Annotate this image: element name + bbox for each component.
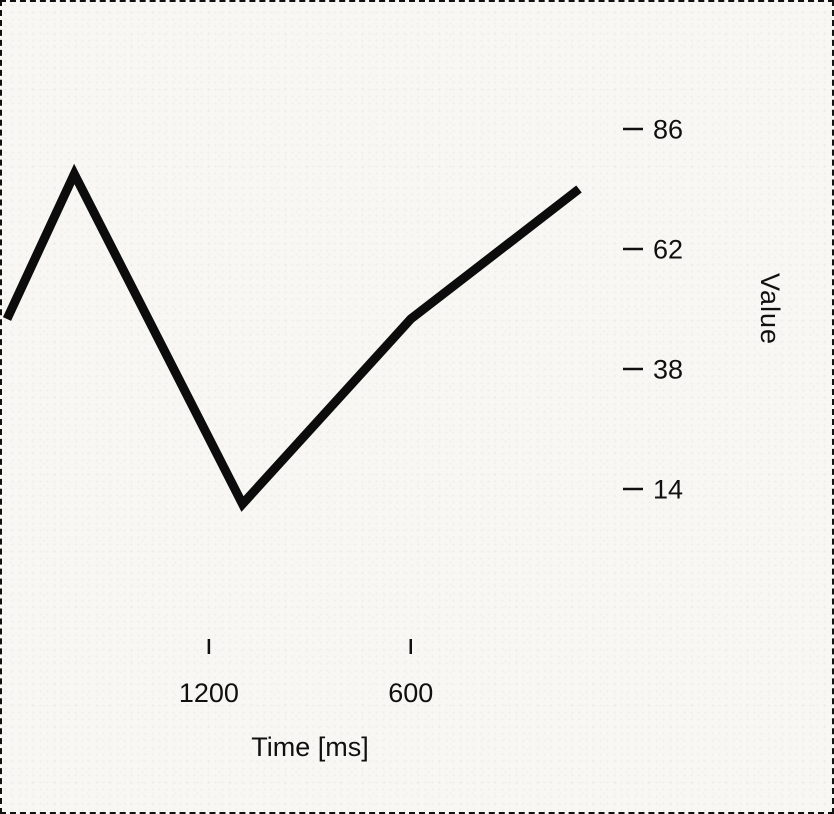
data-line [2, 163, 582, 512]
x-tick-label: 600 [388, 678, 433, 708]
y-tick-label: 38 [653, 355, 683, 385]
x-tick-label: 1200 [179, 678, 239, 708]
y-axis-title: Value [755, 272, 785, 346]
y-tick-label: 86 [653, 115, 683, 145]
y-tick-label: 62 [653, 235, 683, 265]
x-axis-title: Time [ms] [251, 732, 369, 762]
y-tick-label: 14 [653, 475, 683, 505]
